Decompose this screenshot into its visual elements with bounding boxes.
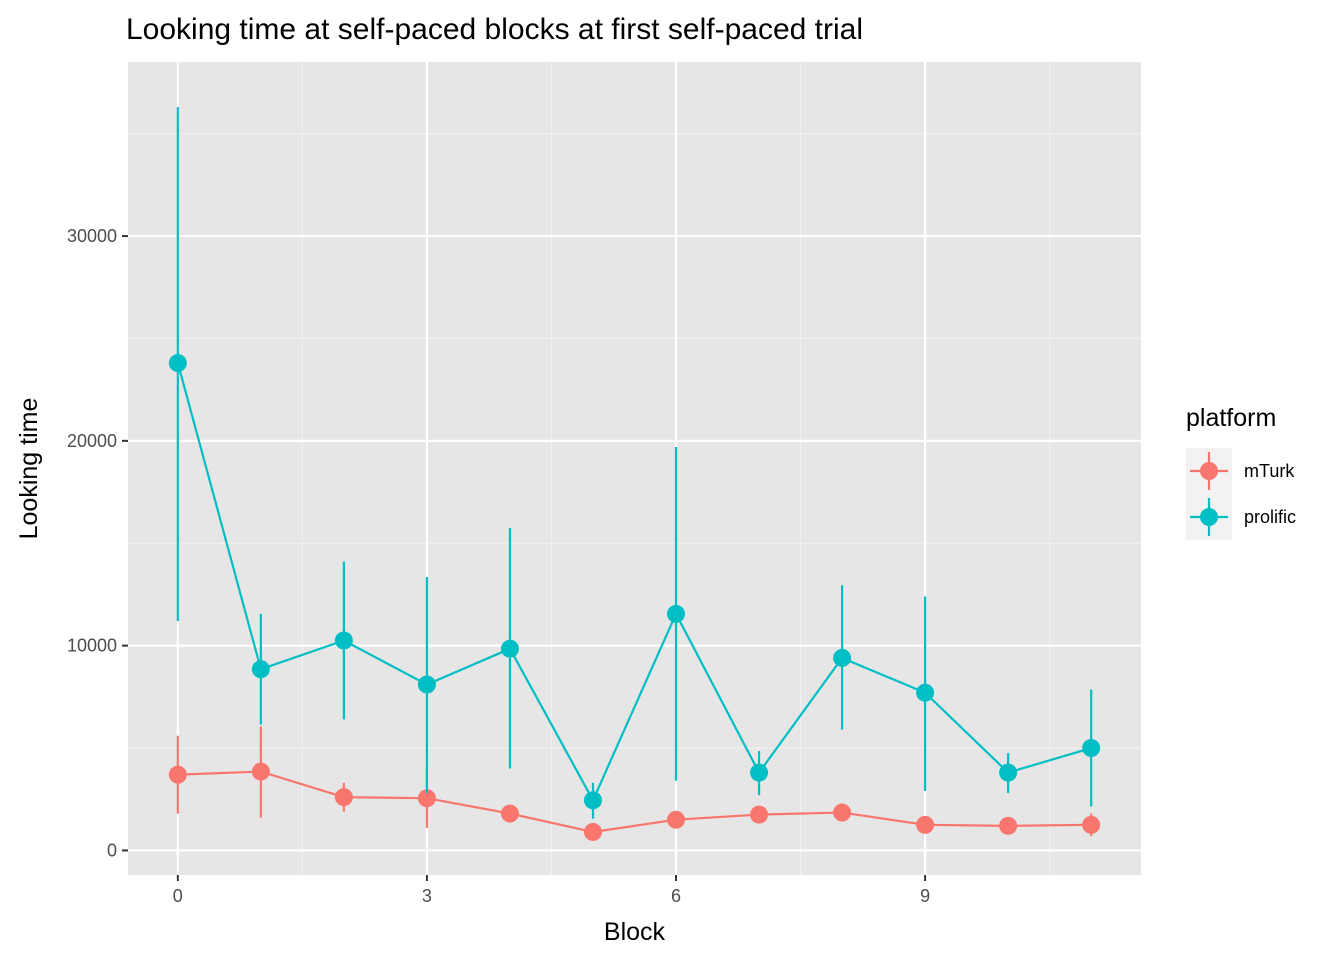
point-mturk-1 <box>251 762 270 781</box>
legend-title: platform <box>1186 404 1276 432</box>
point-prolific-7 <box>750 763 769 782</box>
series-layer <box>168 107 1101 841</box>
point-mturk-6 <box>667 810 686 829</box>
point-mturk-10 <box>999 816 1018 835</box>
point-prolific-4 <box>500 639 519 658</box>
legend: platform mTurk prolific <box>1186 404 1296 540</box>
y-axis: 0 10000 20000 30000 <box>67 226 128 860</box>
y-axis-title: Looking time <box>15 398 43 540</box>
point-prolific-1 <box>251 660 270 679</box>
point-mturk-11 <box>1082 815 1101 834</box>
point-prolific-10 <box>999 763 1018 782</box>
x-tick-label-2: 6 <box>671 886 681 906</box>
point-mturk-0 <box>168 765 187 784</box>
point-mturk-2 <box>334 788 353 807</box>
point-mturk-9 <box>916 815 935 834</box>
legend-key-prolific <box>1186 494 1232 540</box>
point-prolific-5 <box>583 791 602 810</box>
series-mturk <box>168 726 1101 841</box>
point-prolific-3 <box>417 675 436 694</box>
y-tick-label-3: 30000 <box>67 226 117 246</box>
grid-minor <box>128 62 1141 875</box>
legend-label-mturk: mTurk <box>1244 461 1295 481</box>
series-prolific <box>168 107 1101 819</box>
series-line-mturk <box>177 770 1092 834</box>
x-tick-label-3: 9 <box>920 886 930 906</box>
point-mturk-5 <box>583 822 602 841</box>
point-prolific-8 <box>833 648 852 667</box>
point-prolific-2 <box>334 631 353 650</box>
x-tick-label-1: 3 <box>422 886 432 906</box>
y-tick-label-1: 10000 <box>67 636 117 656</box>
y-tick-label-0: 0 <box>107 840 117 860</box>
chart-title: Looking time at self-paced blocks at fir… <box>126 13 863 46</box>
point-mturk-4 <box>500 804 519 823</box>
point-prolific-11 <box>1082 739 1101 758</box>
point-mturk-7 <box>750 805 769 824</box>
series-line-prolific <box>176 362 1092 803</box>
point-prolific-9 <box>916 683 935 702</box>
point-mturk-8 <box>833 803 852 822</box>
y-tick-label-2: 20000 <box>67 431 117 451</box>
x-tick-label-0: 0 <box>173 886 183 906</box>
point-prolific-6 <box>667 604 686 623</box>
x-axis: 0 3 6 9 <box>173 875 930 906</box>
point-mturk-3 <box>417 789 436 808</box>
x-axis-title: Block <box>604 918 666 946</box>
legend-label-prolific: prolific <box>1244 507 1296 527</box>
legend-key-mturk <box>1186 448 1232 494</box>
point-prolific-0 <box>168 354 187 373</box>
